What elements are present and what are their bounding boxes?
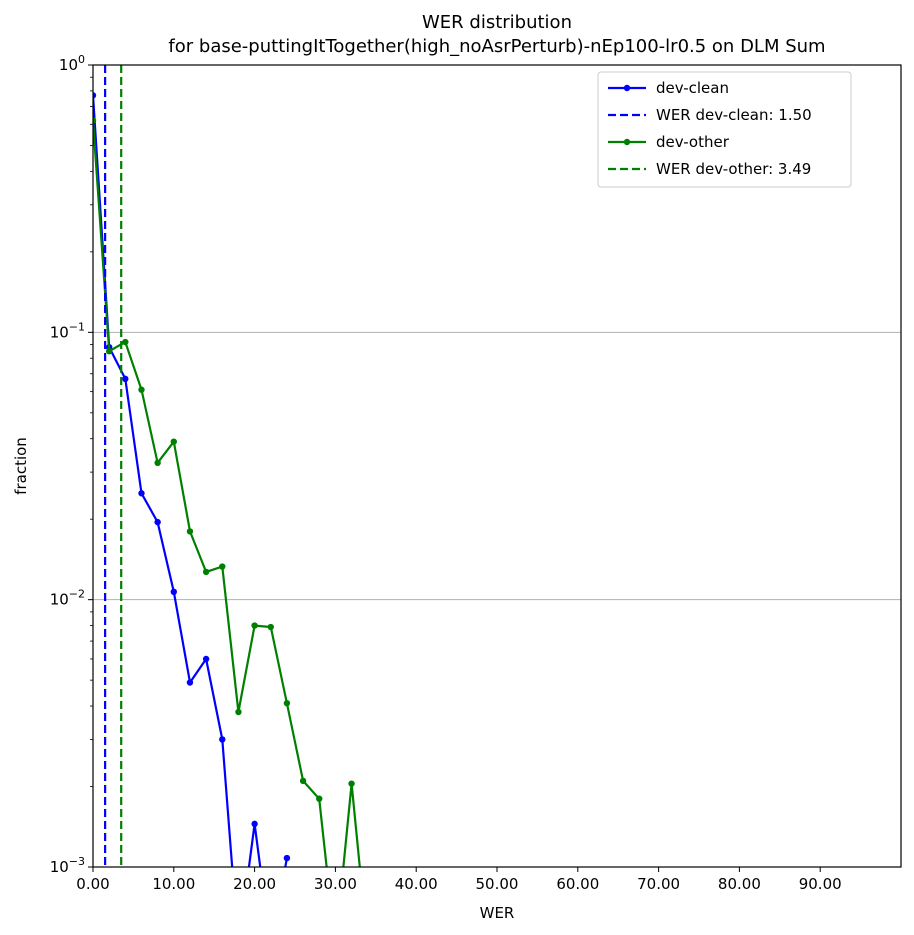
y-axis-ticks: 100 10−1 10−2 10−3 bbox=[50, 53, 93, 876]
legend-marker bbox=[623, 84, 631, 92]
data-point-dev-other bbox=[170, 438, 177, 445]
x-tick-label: 90.00 bbox=[799, 875, 842, 893]
data-point-dev-other bbox=[93, 117, 97, 124]
data-point-dev-clean bbox=[138, 490, 145, 497]
x-tick-label: 10.00 bbox=[152, 875, 195, 893]
chart-title: WER distribution bbox=[422, 12, 572, 33]
data-point-dev-other bbox=[186, 528, 194, 535]
data-point-dev-other bbox=[154, 459, 161, 467]
data-point-dev-other bbox=[235, 708, 242, 716]
x-tick-label: 20.00 bbox=[233, 875, 276, 893]
data-point-dev-other bbox=[316, 795, 323, 802]
data-point-dev-other bbox=[283, 699, 291, 707]
legend-label: dev-clean bbox=[656, 79, 729, 97]
data-point-dev-clean bbox=[122, 375, 129, 383]
x-tick-label: 50.00 bbox=[476, 875, 519, 893]
y-tick-label: 100 bbox=[59, 53, 85, 74]
legend-box bbox=[597, 71, 852, 188]
data-point-dev-clean bbox=[283, 854, 291, 862]
data-point-dev-other bbox=[251, 622, 258, 629]
plot-area bbox=[93, 65, 361, 867]
x-axis-ticks: 0.00 10.00 20.00 30.00 40.00 50.00 60.00 70.00 8… bbox=[76, 867, 842, 893]
data-point-dev-other bbox=[122, 338, 129, 346]
data-point-dev-other bbox=[219, 563, 226, 570]
legend-label: dev-other bbox=[656, 133, 730, 151]
data-point-dev-other bbox=[138, 386, 145, 393]
legend-marker bbox=[623, 138, 631, 146]
x-tick-label: 30.00 bbox=[314, 875, 357, 893]
data-point-dev-clean bbox=[93, 92, 97, 99]
series-line-dev-other bbox=[93, 120, 361, 867]
data-point-dev-other bbox=[105, 348, 113, 355]
data-point-dev-other bbox=[202, 568, 210, 576]
data-point-dev-clean bbox=[186, 679, 194, 686]
chart-subtitle: for base-puttingItTogether(high_noAsrPer… bbox=[168, 36, 825, 57]
legend-label: WER dev-clean: 1.50 bbox=[656, 106, 812, 124]
x-tick-label: 40.00 bbox=[395, 875, 438, 893]
data-point-dev-clean bbox=[219, 736, 226, 743]
x-tick-label: 80.00 bbox=[718, 875, 761, 893]
legend: dev-clean WER dev-clean: 1.50 dev-other WER… bbox=[597, 71, 852, 188]
y-axis-label: fraction bbox=[12, 437, 30, 495]
y-tick-label: 10−3 bbox=[50, 855, 85, 876]
data-point-dev-clean bbox=[170, 588, 177, 596]
data-point-dev-other bbox=[267, 623, 274, 631]
grid-lines bbox=[93, 331, 901, 601]
y-tick-label: 10−1 bbox=[50, 320, 85, 341]
data-point-dev-clean bbox=[202, 655, 210, 663]
y-tick-label: 10−2 bbox=[50, 588, 85, 609]
x-tick-label: 70.00 bbox=[637, 875, 680, 893]
data-point-dev-clean bbox=[251, 820, 258, 828]
x-tick-label: 60.00 bbox=[556, 875, 599, 893]
data-point-dev-other bbox=[299, 777, 307, 785]
x-tick-label: 0.00 bbox=[76, 875, 109, 893]
data-point-dev-other bbox=[348, 780, 355, 787]
data-point-dev-clean bbox=[154, 518, 161, 526]
legend-label: WER dev-other: 3.49 bbox=[656, 160, 811, 178]
x-axis-label: WER bbox=[480, 904, 515, 922]
